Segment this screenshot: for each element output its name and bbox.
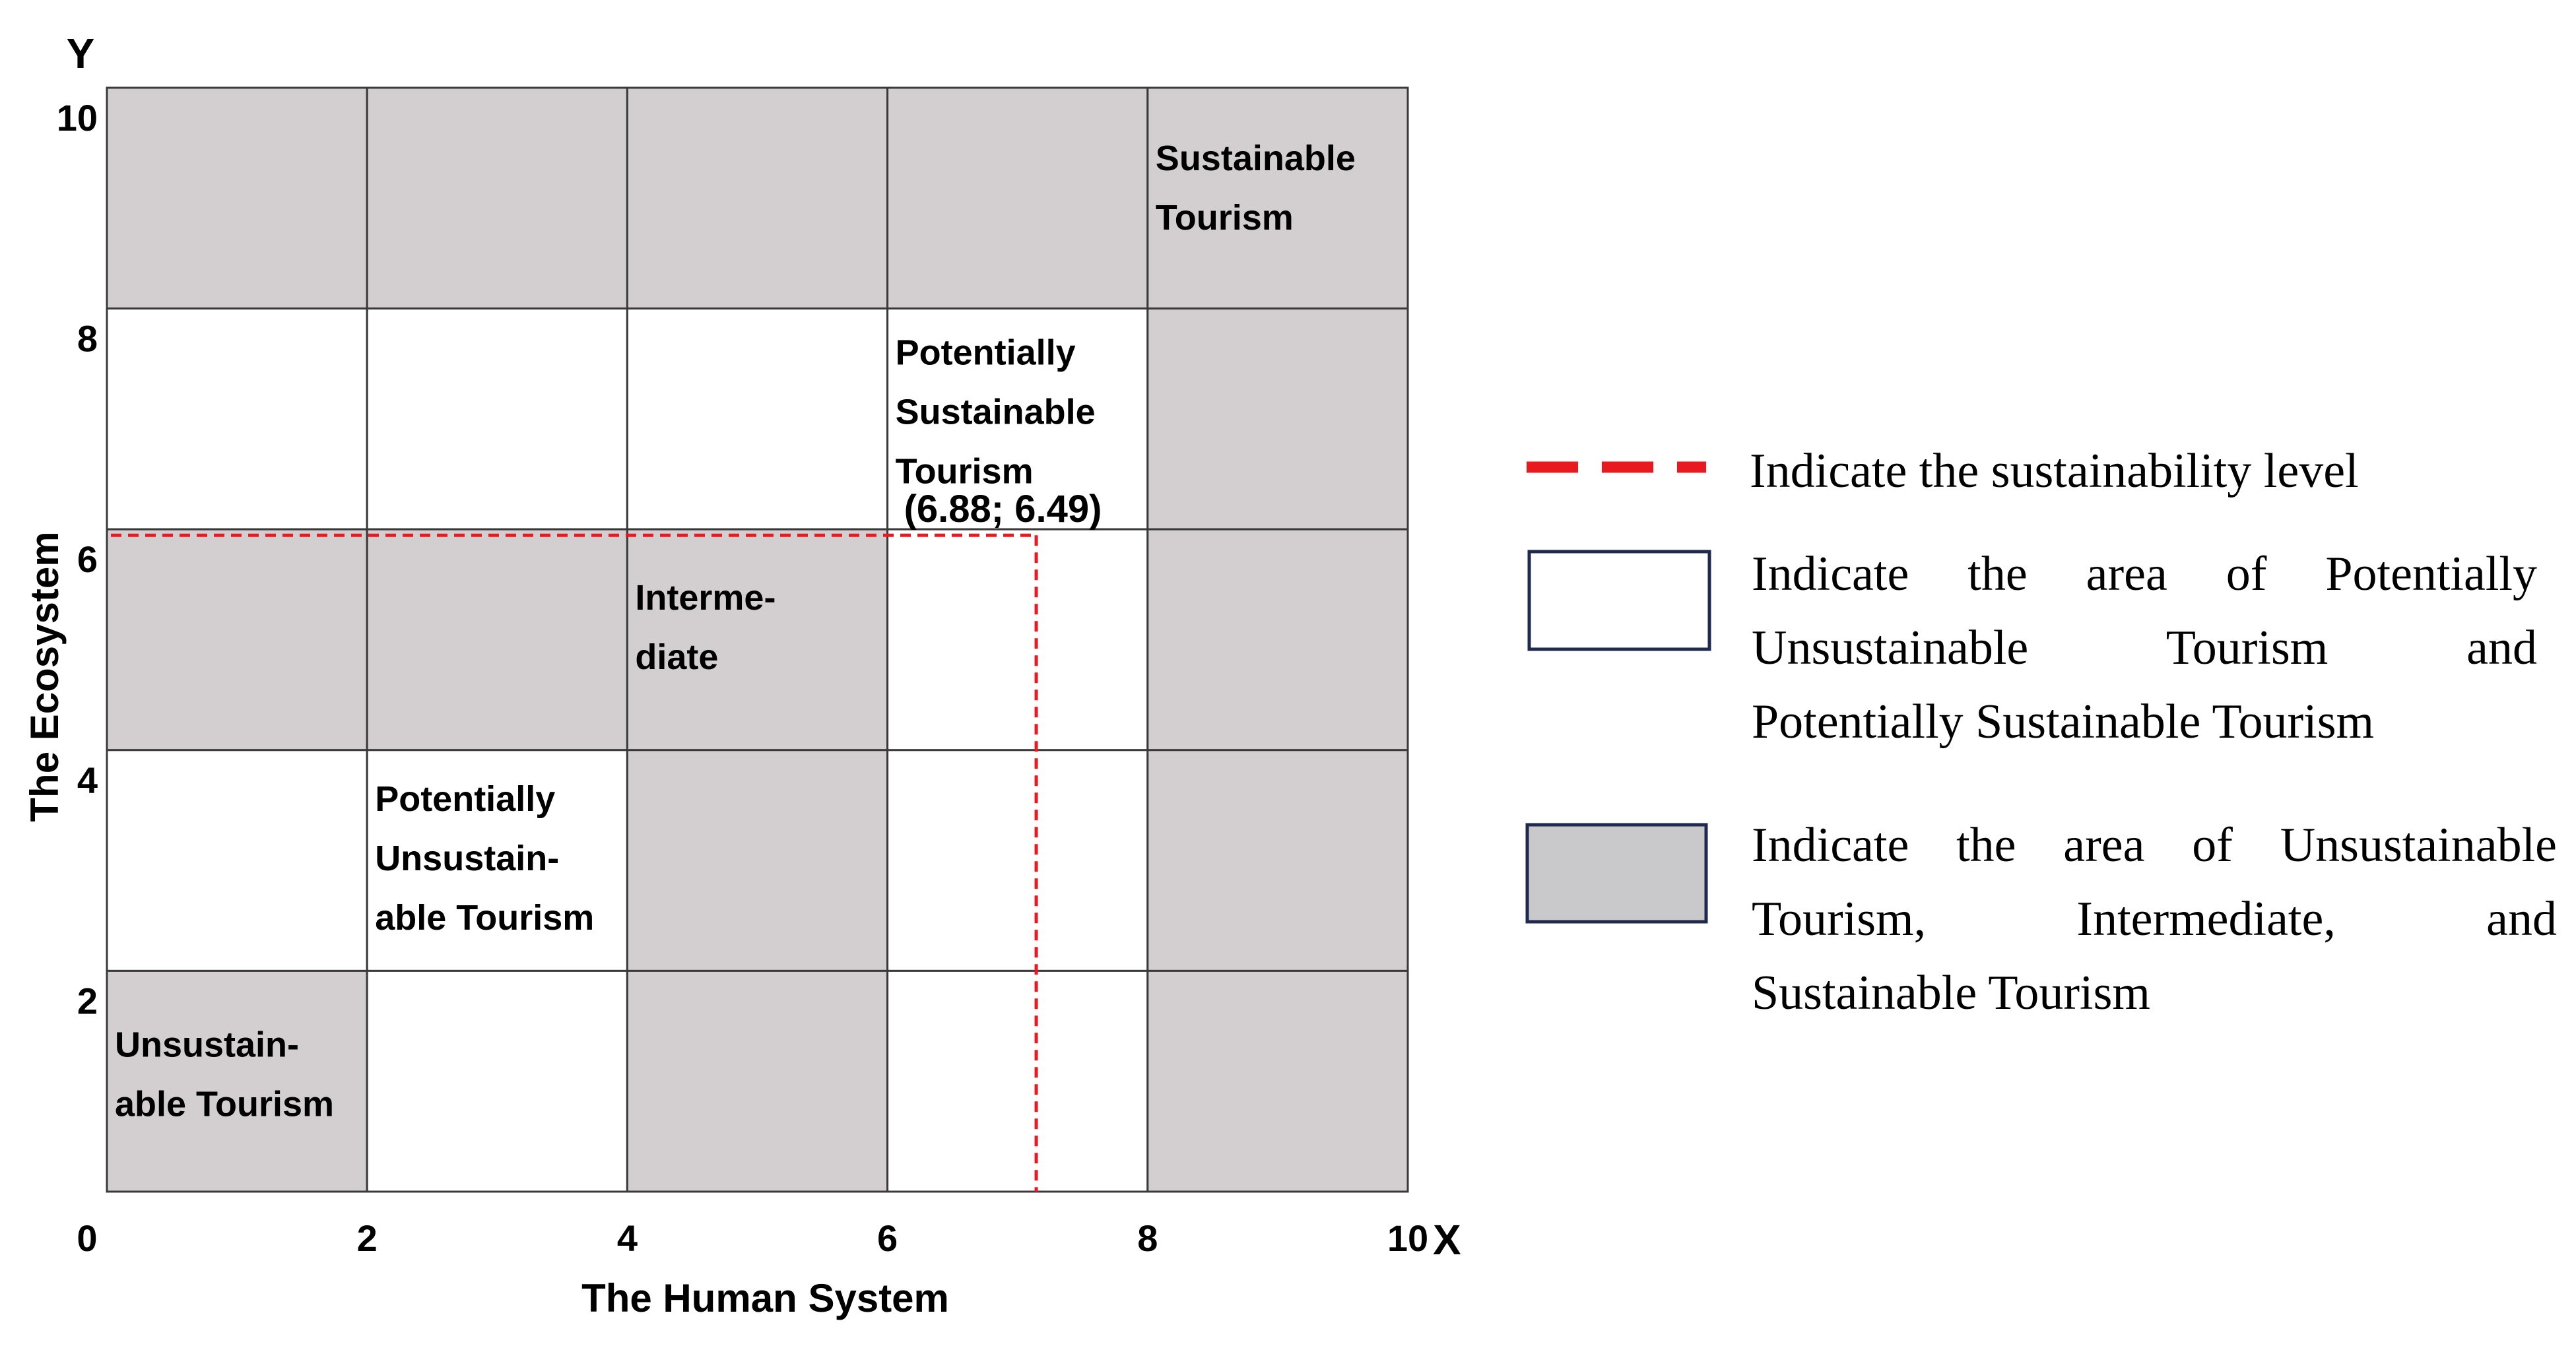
grid-cell: [886, 86, 1149, 310]
x-axis-symbol: X: [1433, 1216, 1461, 1264]
grid-cell: [106, 969, 368, 1193]
zone-label-potentially-unsustainable: Potentially: [375, 779, 555, 819]
y-axis-symbol: Y: [67, 30, 95, 77]
x-tick-label: 6: [877, 1217, 898, 1259]
point-label: (6.88; 6.49): [904, 488, 1102, 530]
zone-label-sustainable: Sustainable: [1156, 139, 1356, 178]
zone-label-potentially-unsustainable: able Tourism: [375, 898, 594, 938]
grid-cell: [366, 86, 628, 310]
x-tick-label: 2: [357, 1217, 378, 1259]
legend-item-gray-text: Indicate the area of Unsustainable Touri…: [1752, 808, 2557, 1030]
grid-cell: [1146, 307, 1409, 530]
legend-gray-line-3: Sustainable Tourism: [1752, 966, 2150, 1020]
zone-label-potentially-sustainable: Sustainable: [896, 393, 1096, 432]
grid-cell: [626, 86, 889, 310]
grid-cell: [626, 969, 889, 1193]
y-tick-label: 10: [57, 97, 98, 139]
zone-label-potentially-sustainable: Potentially: [896, 333, 1076, 373]
grid-cell: [626, 307, 889, 530]
legend-white-line-3: Potentially Sustainable Tourism: [1752, 695, 2375, 749]
legend-marks: [1525, 461, 1711, 924]
y-axis-title: The Ecosystem: [22, 531, 67, 821]
zone-labels: Unsustain-able Tourism Potentially Unsusta…: [115, 139, 1356, 1124]
grid-cell: [366, 749, 628, 972]
zone-label-intermediate: diate: [635, 637, 718, 677]
zone-label-unsustainable: able Tourism: [115, 1084, 334, 1124]
x-axis-title: The Human System: [581, 1276, 949, 1320]
x-tick-label: 8: [1137, 1217, 1158, 1259]
grid-cell: [1146, 528, 1409, 752]
grid-cell: [626, 528, 889, 752]
grid-cell: [626, 749, 889, 972]
grid-cell: [1146, 86, 1409, 310]
grid-cell: [366, 528, 628, 752]
y-tick-label: 8: [77, 318, 98, 360]
grid-cell: [886, 969, 1149, 1193]
legend-white-line-1: Indicate the area of Potentially: [1752, 547, 2537, 601]
legend-gray-line-1: Indicate the area of Unsustainable: [1752, 818, 2557, 872]
zone-label-sustainable: Tourism: [1156, 198, 1294, 238]
grid-cell: [886, 528, 1149, 752]
x-tick-label: 10: [1387, 1217, 1428, 1259]
grid-cell: [366, 307, 628, 530]
y-tick-label: 4: [77, 759, 98, 801]
grid-cell: [106, 528, 368, 752]
x-tick-label: 0: [77, 1217, 97, 1259]
x-tick-label: 4: [617, 1217, 638, 1259]
legend-item-line-text: Indicate the sustainability level: [1750, 444, 2359, 498]
legend-white-line-2: Unsustainable Tourism and: [1752, 621, 2537, 675]
zone-label-potentially-sustainable: Tourism: [896, 452, 1034, 492]
zone-label-unsustainable: Unsustain-: [115, 1025, 299, 1064]
sustainability-indicator: (6.88; 6.49): [111, 488, 1102, 1192]
grid-cell: [106, 749, 368, 972]
zone-label-potentially-unsustainable: Unsustain-: [375, 839, 559, 878]
grid-cell: [366, 969, 628, 1193]
grid-cells: [106, 86, 1409, 1193]
legend-gray-box-swatch: [1525, 823, 1708, 924]
y-tick-label: 6: [77, 538, 98, 580]
grid-cell: [1146, 969, 1409, 1193]
y-tick-label: 2: [77, 980, 98, 1021]
legend-white-box-swatch: [1527, 550, 1711, 651]
grid-cell: [106, 86, 368, 310]
grid-cell: [886, 749, 1149, 972]
legend-item-white-text: Indicate the area of Potentially Unsusta…: [1752, 537, 2537, 759]
legend-gray-line-2: Tourism, Intermediate, and: [1752, 892, 2557, 946]
grid-cell: [106, 307, 368, 530]
zone-label-intermediate: Interme-: [635, 578, 776, 618]
grid-cell: [1146, 749, 1409, 972]
